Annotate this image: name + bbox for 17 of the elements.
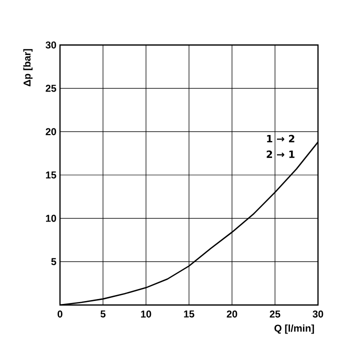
y-tick-label: 25 <box>46 84 56 92</box>
y-axis-title: Δp [bar] <box>23 49 33 86</box>
x-tick-label: 10 <box>141 310 152 318</box>
x-tick-label: 0 <box>58 310 62 318</box>
x-tick-label: 25 <box>270 310 280 318</box>
x-tick-label: 15 <box>184 310 194 318</box>
y-tick-label: 10 <box>46 214 56 222</box>
y-tick-label: 30 <box>46 41 56 49</box>
x-tick-label: 30 <box>312 310 324 318</box>
annotation: 1 → 2 <box>267 134 294 142</box>
x-tick-label: 5 <box>100 310 106 318</box>
y-tick-label: 5 <box>51 258 56 266</box>
y-tick-label: 15 <box>46 172 56 178</box>
y-tick-label: 20 <box>46 128 56 136</box>
x-tick-label: 20 <box>226 310 238 318</box>
annotation: 2 → 1 <box>266 150 294 158</box>
x-axis-title: Q [l/min] <box>274 324 314 334</box>
